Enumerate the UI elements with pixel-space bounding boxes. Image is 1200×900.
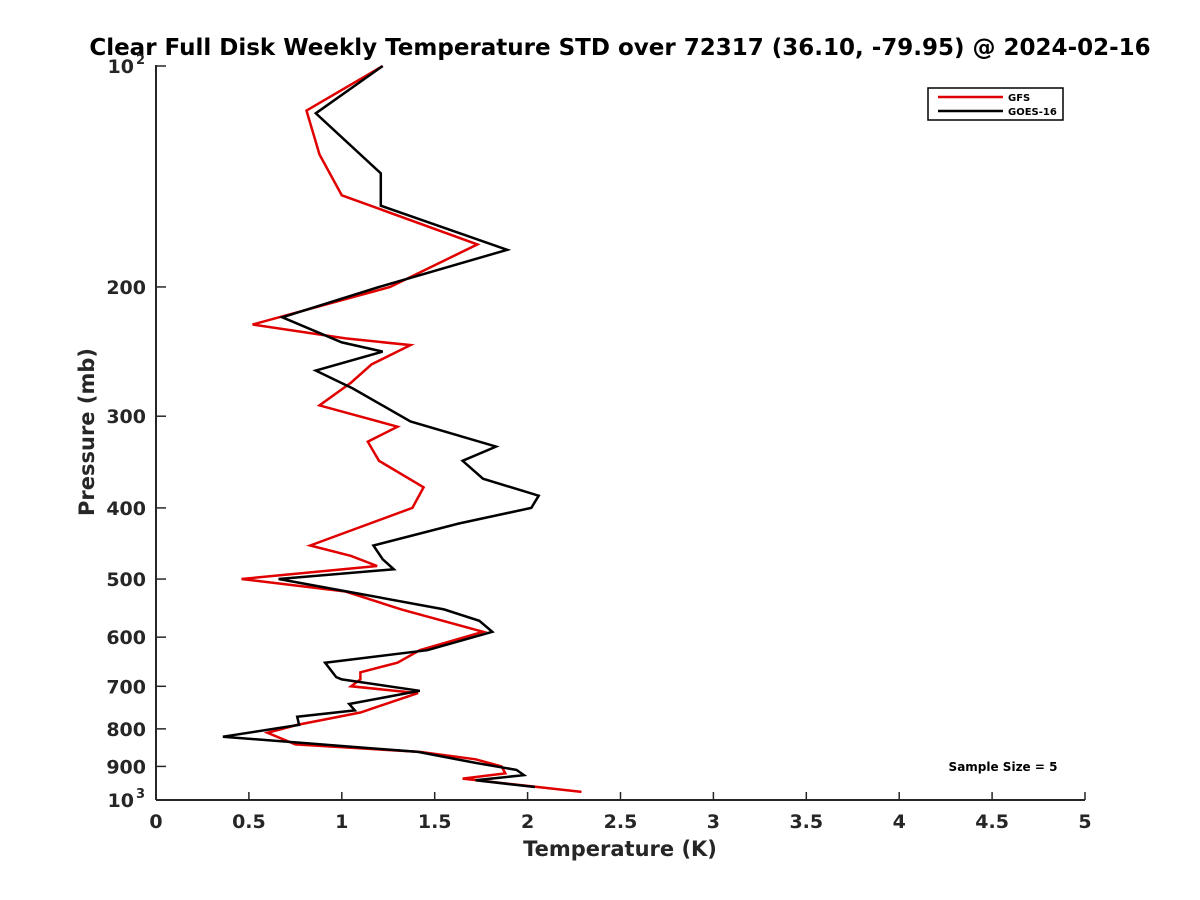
y-tick-label: 700 <box>106 676 146 698</box>
chart-title: Clear Full Disk Weekly Temperature STD o… <box>89 35 1150 61</box>
legend-box <box>927 87 1064 121</box>
y-tick-label: 300 <box>106 406 146 428</box>
y-tick-label: 900 <box>106 756 146 778</box>
y-tick-label: 400 <box>106 498 146 520</box>
legend-label-gfs: GFS <box>1008 93 1030 104</box>
x-tick-label: 0 <box>149 811 162 833</box>
x-tick-label: 4 <box>893 811 906 833</box>
y-tick-label-power-base: 10 <box>108 56 134 78</box>
x-tick-label: 1.5 <box>418 811 452 833</box>
x-tick-label: 2.5 <box>604 811 638 833</box>
legend: GFS GOES-16 <box>927 87 1064 121</box>
x-axis-title: Temperature (K) <box>523 837 717 861</box>
x-tick-label: 4.5 <box>975 811 1009 833</box>
series-lines <box>222 64 582 794</box>
series-line-goes-16 <box>222 64 541 789</box>
y-tick-label: 200 <box>106 277 146 299</box>
legend-label-goes-16: GOES-16 <box>1008 107 1057 118</box>
series-line-gfs <box>241 64 582 794</box>
x-axis-ticks: 0 0.5 1 1.5 2 2.5 3 3.5 4 4.5 5 <box>149 792 1092 833</box>
x-tick-label: 2 <box>521 811 534 833</box>
y-tick-label: 500 <box>106 569 146 591</box>
y-tick-label-power-base: 10 <box>108 790 134 812</box>
y-tick-label: 800 <box>106 719 146 741</box>
y-axis-title: Pressure (mb) <box>75 348 99 516</box>
y-tick-label-power-exponent: 2 <box>136 53 145 68</box>
y-tick-label-power-exponent: 3 <box>136 787 145 802</box>
x-tick-label: 3 <box>707 811 720 833</box>
x-tick-label: 5 <box>1078 811 1091 833</box>
sample-size-annotation: Sample Size = 5 <box>949 760 1058 774</box>
x-tick-label: 1 <box>335 811 348 833</box>
x-tick-label: 3.5 <box>789 811 823 833</box>
y-tick-label: 600 <box>106 627 146 649</box>
x-tick-label: 0.5 <box>232 811 266 833</box>
